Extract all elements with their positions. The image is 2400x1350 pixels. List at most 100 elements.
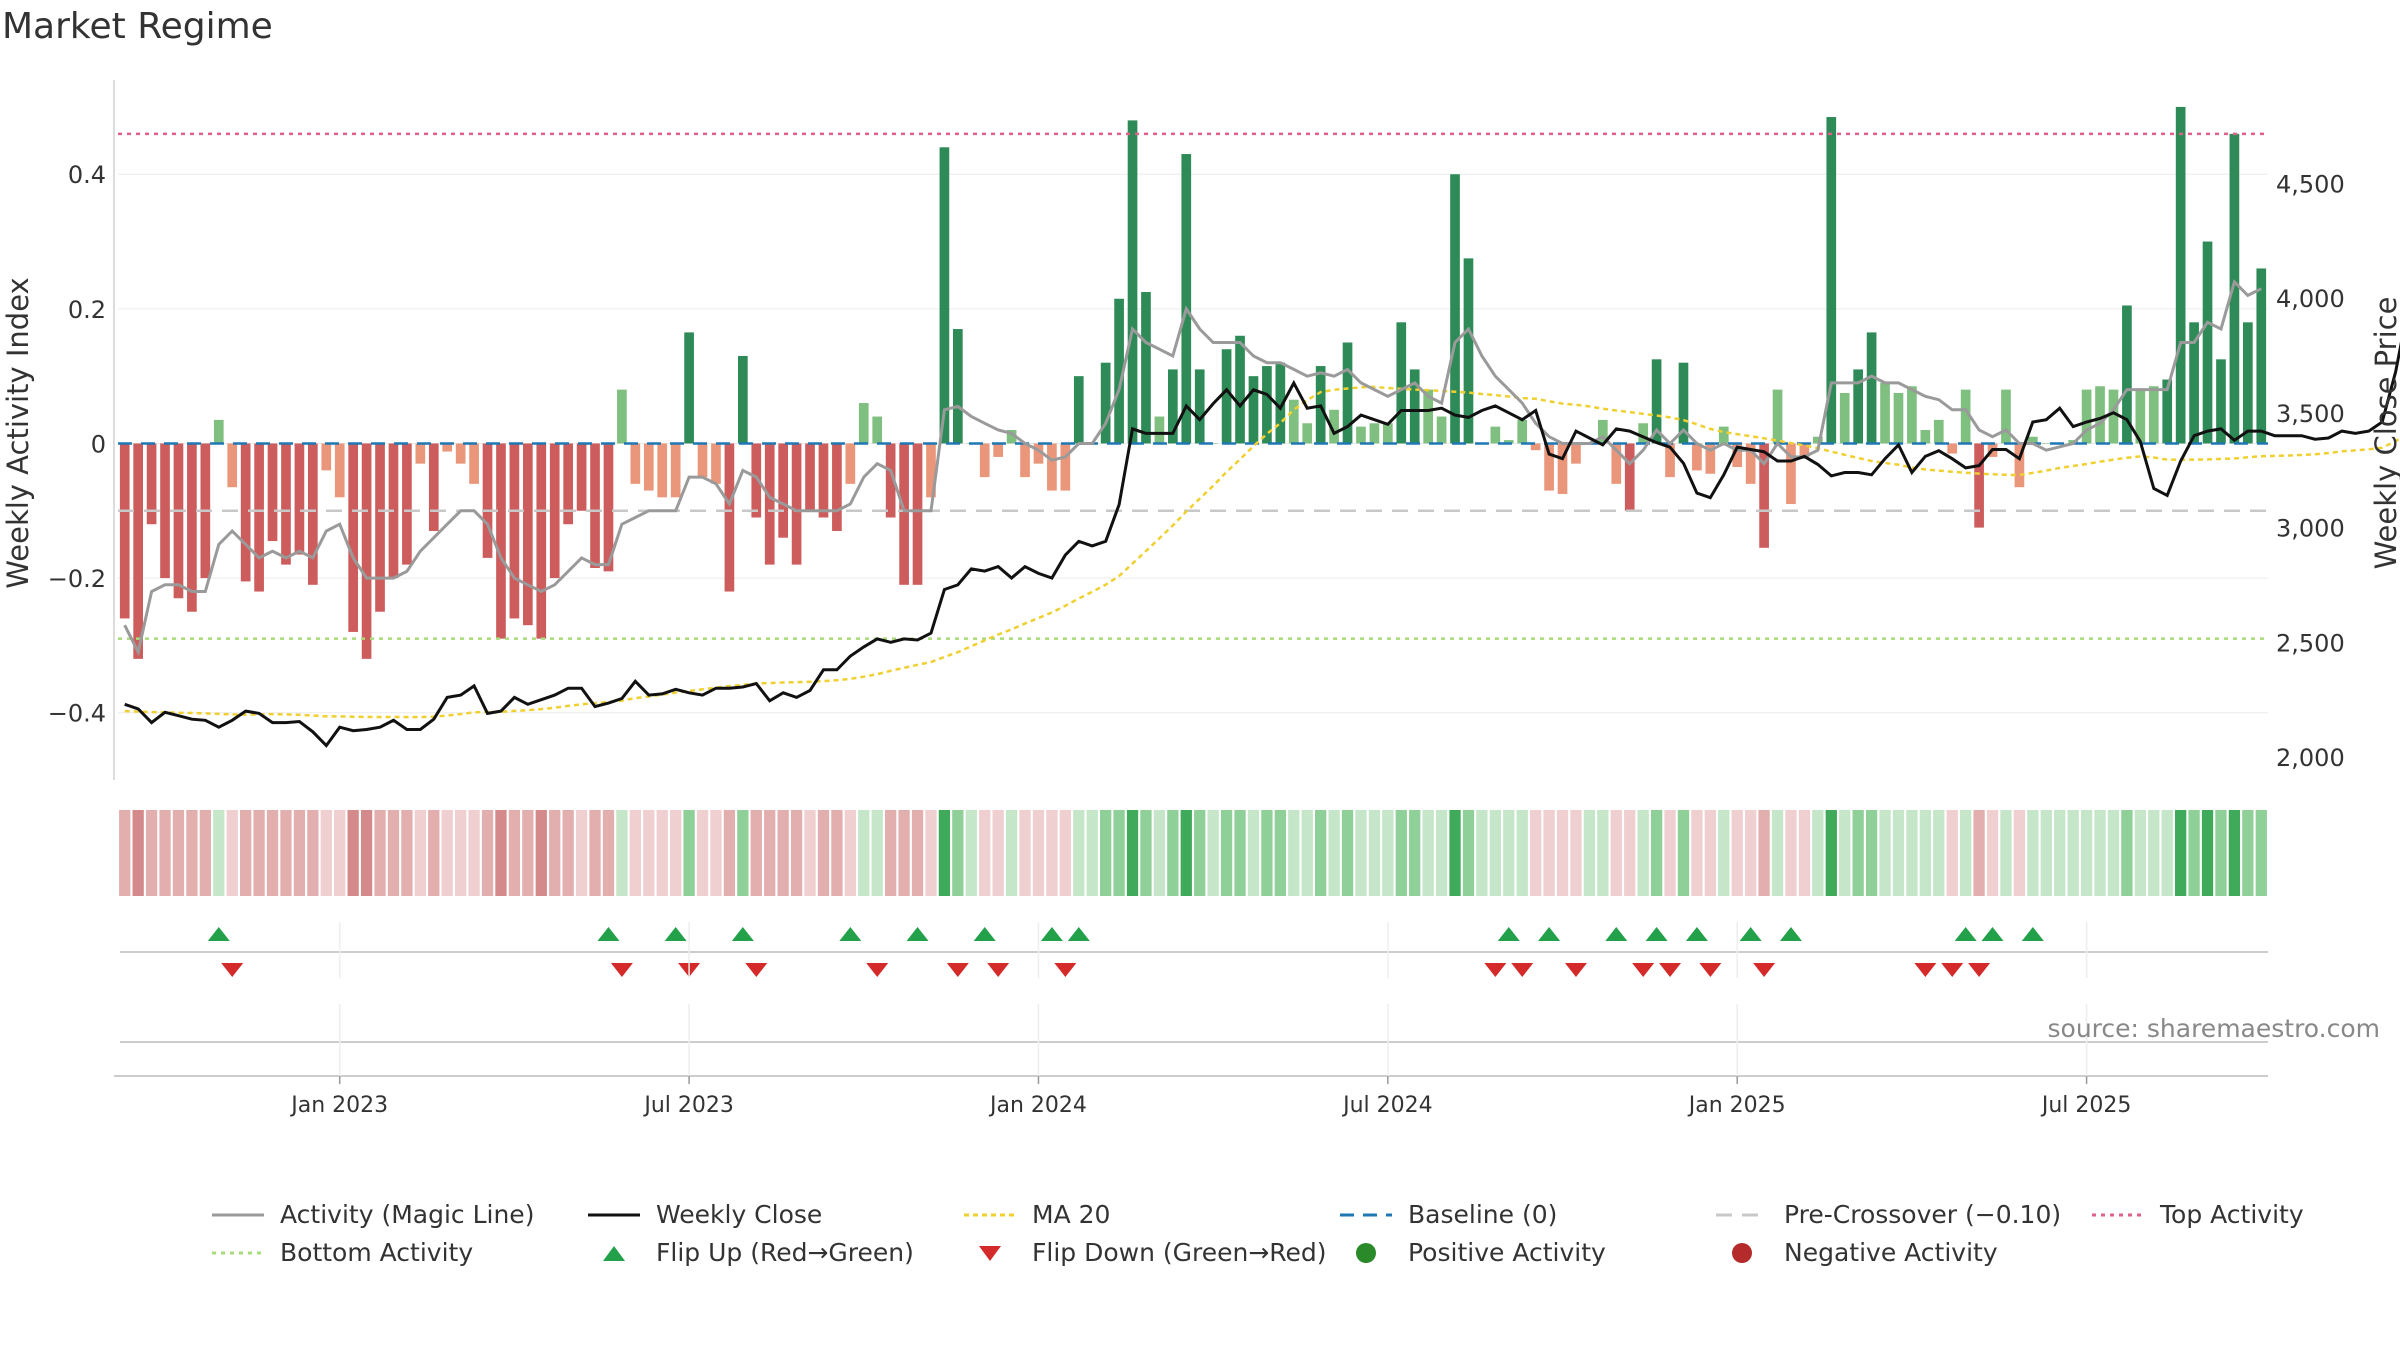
flip-up-marker (1645, 927, 1668, 941)
activity-bar (2175, 106, 2186, 444)
regime-strip-cell (1718, 810, 1730, 896)
regime-strip-cell (360, 810, 373, 896)
legend-label: MA 20 (1032, 1200, 1111, 1229)
activity-bar (2243, 322, 2253, 444)
activity-bar (2014, 443, 2025, 488)
regime-strip-cell (132, 810, 144, 896)
regime-strip-cell (1073, 810, 1085, 896)
activity-bar (1006, 430, 1017, 444)
source-label: source: sharemaestro.com (2047, 1014, 2381, 1043)
activity-bar (2122, 305, 2132, 444)
regime-strip-cell (1704, 810, 1716, 896)
legend-label: Weekly Close (656, 1200, 823, 1229)
x-tick-label: Jul 2024 (1341, 1093, 1433, 1118)
legend-item: Pre-Crossover (−0.10) (1714, 1200, 2061, 1229)
regime-strip-cell (2188, 810, 2200, 896)
y2-tick-label: 2,000 (2276, 744, 2345, 772)
regime-strip-cell (831, 810, 843, 896)
legend-symbol-line-dashed-gray (1716, 1213, 1768, 1216)
regime-strip-cell (2013, 810, 2026, 896)
regime-strip-cell (1449, 810, 1461, 896)
activity-bar (1033, 443, 1044, 464)
activity-bar (885, 443, 896, 518)
activity-bar (1047, 443, 1057, 491)
activity-bar (213, 419, 224, 444)
regime-strip-cell (320, 810, 332, 896)
y-axis-label: Weekly Activity Index (1, 277, 35, 588)
activity-bar (1194, 369, 1205, 444)
activity-bar (979, 443, 990, 478)
flip-up-marker (1040, 927, 1063, 941)
flip-down-marker (1054, 963, 1077, 977)
regime-strip-cell (1812, 810, 1824, 896)
regime-strip-cell (2242, 810, 2254, 896)
regime-strip-cell (1153, 810, 1166, 896)
x-tick-label: Jan 2024 (988, 1093, 1087, 1118)
regime-strip-cell (280, 810, 292, 896)
legend-item: Flip Up (Red→Green) (586, 1238, 914, 1267)
activity-bar (133, 443, 143, 659)
regime-strip-cell (1100, 810, 1112, 896)
activity-bar (1571, 443, 1581, 464)
activity-bar (1772, 389, 1783, 444)
activity-bar (2216, 359, 2226, 444)
legend-symbol-line-solid-black (588, 1213, 640, 1216)
flip-up-marker (1954, 927, 1977, 941)
regime-strip-cell (468, 810, 480, 896)
legend-symbol-circle-green (1356, 1242, 1376, 1263)
activity-bar (2162, 379, 2173, 444)
activity-bar (1288, 399, 1299, 444)
activity-bar (240, 443, 251, 582)
activity-bar (442, 443, 453, 452)
regime-strip-cell (2054, 810, 2066, 896)
activity-bar (1181, 154, 1192, 444)
regime-strip-cell (1731, 810, 1743, 896)
regime-strip-cell (1879, 810, 1891, 896)
activity-bar (308, 443, 318, 585)
regime-strip-cell (226, 810, 238, 896)
legend-label: Flip Down (Green→Red) (1032, 1238, 1327, 1267)
activity-bar (1369, 423, 1380, 444)
x-axis: Jan 2023 Jul 2023 Jan 2024 Jul 2024 Jan 2025… (114, 922, 2268, 1118)
regime-strip-cell (1368, 810, 1381, 896)
flip-down-marker (866, 963, 889, 977)
activity-bar (845, 443, 856, 484)
activity-bar (469, 443, 479, 484)
flip-up-marker (906, 927, 929, 941)
legend-item: Top Activity (2090, 1200, 2304, 1229)
regime-strip-cell (119, 810, 131, 896)
regime-strip-cell (387, 810, 400, 896)
regime-strip-cell (1664, 810, 1676, 896)
regime-strip-cell (2040, 810, 2052, 896)
regime-strip-cell (1395, 810, 1407, 896)
activity-bar (1745, 443, 1756, 484)
activity-bar (1557, 443, 1568, 494)
activity-bar (1933, 419, 1944, 444)
regime-strip-cell (1194, 810, 1206, 896)
regime-strip-cell (213, 810, 225, 896)
y2-tick-label: 4,500 (2276, 170, 2345, 198)
flip-up-marker (1739, 927, 1762, 941)
regime-strip-cell (2175, 810, 2187, 896)
regime-strip-cell (817, 810, 830, 896)
regime-strip-cell (428, 810, 440, 896)
flip-down-marker (1484, 963, 1507, 977)
legend-label: Positive Activity (1408, 1238, 1606, 1267)
regime-strip-cell (575, 810, 588, 896)
legend-symbol-circle-red (1732, 1242, 1752, 1263)
activity-bar (1718, 426, 1729, 444)
activity-bar (684, 332, 694, 444)
regime-strip-cell (1960, 810, 1972, 896)
regime-strip-cell (374, 810, 386, 896)
flip-up-marker (1605, 927, 1628, 941)
activity-bar (1920, 430, 1931, 444)
activity-bar (1450, 174, 1460, 444)
activity-bar (724, 443, 735, 592)
activity-bar (402, 443, 412, 565)
regime-strip-cell (2121, 810, 2133, 896)
activity-bar (2041, 443, 2052, 444)
activity-bar (563, 443, 573, 525)
regime-strip-cell (1462, 810, 1475, 896)
activity-bar (993, 443, 1003, 457)
legend-label: Flip Up (Red→Green) (656, 1238, 914, 1267)
